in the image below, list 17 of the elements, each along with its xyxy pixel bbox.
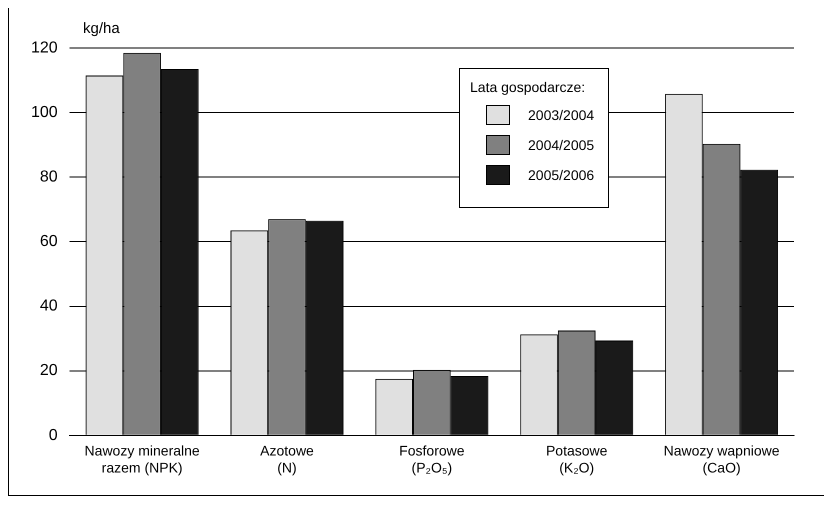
y-tick-label: 80 <box>40 168 58 186</box>
y-tick-label: 100 <box>30 104 58 121</box>
x-tick-label: Nawozy mineralne razem (NPK) <box>84 442 200 476</box>
legend-label: 2003/2004 <box>528 107 594 123</box>
y-tick-label: 20 <box>40 362 58 380</box>
legend-title: Lata gospodarcze: <box>470 79 586 95</box>
x-tick-label: Potasowe (K₂O) <box>546 442 608 476</box>
legend-label: 2004/2005 <box>528 137 594 153</box>
x-tick-label: Nawozy wapniowe (CaO) <box>664 442 780 476</box>
y-tick-label: 0 <box>48 426 58 444</box>
x-tick-label: Fosforowe (P₂O₅) <box>399 442 465 476</box>
legend-label: 2005/2006 <box>528 167 594 183</box>
y-tick-label: 60 <box>40 233 58 250</box>
x-tick-label: Azotowe (N) <box>260 442 314 476</box>
y-tick-label: 120 <box>30 39 58 56</box>
y-axis-title: kg/ha <box>83 20 120 37</box>
y-tick-label: 40 <box>40 298 58 315</box>
